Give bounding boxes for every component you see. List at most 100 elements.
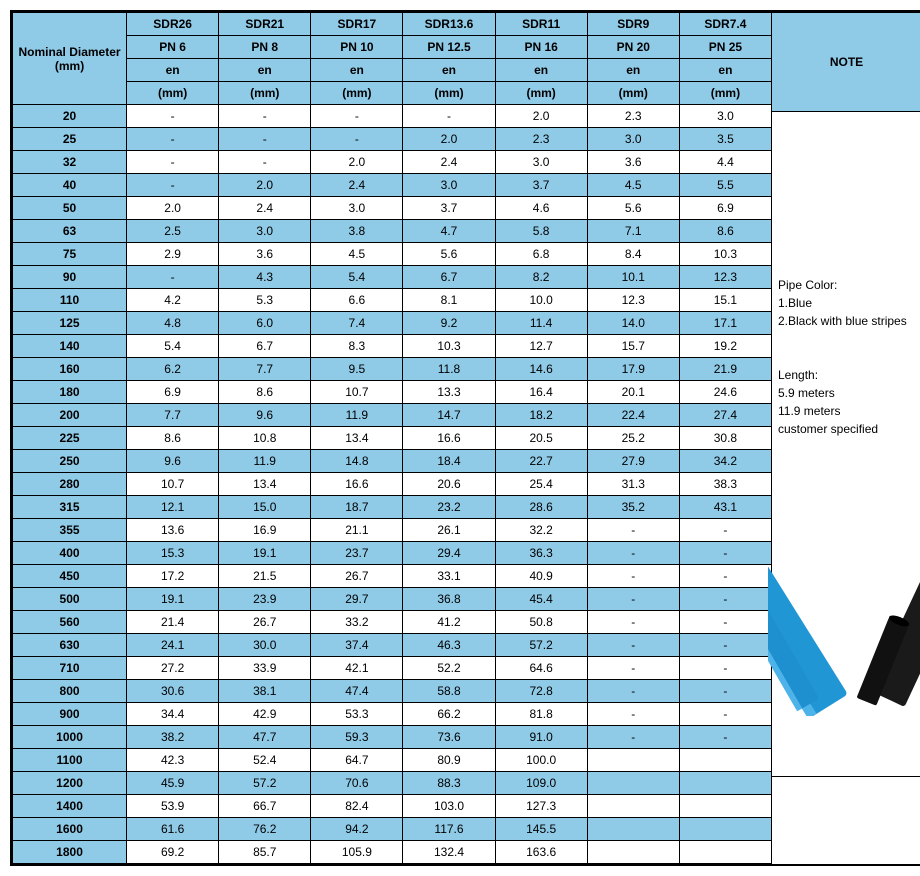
value-cell: 7.4 <box>311 312 403 335</box>
value-cell: 23.2 <box>403 496 495 519</box>
value-cell: 50.8 <box>495 611 587 634</box>
value-cell: 3.7 <box>403 197 495 220</box>
value-cell: 24.6 <box>679 381 771 404</box>
value-cell <box>587 841 679 864</box>
value-cell: 4.4 <box>679 151 771 174</box>
value-cell: 2.0 <box>495 105 587 128</box>
value-cell: 34.2 <box>679 450 771 473</box>
value-cell: 12.7 <box>495 335 587 358</box>
value-cell: - <box>219 105 311 128</box>
value-cell: 31.3 <box>587 473 679 496</box>
pipe-image <box>768 536 920 716</box>
value-cell: 3.0 <box>311 197 403 220</box>
table-row: 1254.86.07.49.211.414.017.1 <box>13 312 772 335</box>
en-header-3: en <box>403 59 495 82</box>
value-cell: 12.3 <box>587 289 679 312</box>
value-cell: 37.4 <box>311 634 403 657</box>
table-row: 40015.319.123.729.436.3-- <box>13 542 772 565</box>
table-row: 45017.221.526.733.140.9-- <box>13 565 772 588</box>
diameter-cell: 40 <box>13 174 127 197</box>
en-unit-3: (mm) <box>403 82 495 105</box>
en-header-0: en <box>127 59 219 82</box>
diameter-cell: 125 <box>13 312 127 335</box>
pn-header-5: PN 20 <box>587 36 679 59</box>
value-cell: - <box>679 542 771 565</box>
value-cell: 21.5 <box>219 565 311 588</box>
note-body: Pipe Color: 1.Blue 2.Black with blue str… <box>772 112 920 777</box>
note-line-7: customer specified <box>778 420 919 438</box>
value-cell: 25.4 <box>495 473 587 496</box>
value-cell: 27.4 <box>679 404 771 427</box>
diameter-cell: 63 <box>13 220 127 243</box>
diameter-cell: 1600 <box>13 818 127 841</box>
value-cell: 69.2 <box>127 841 219 864</box>
sdr-header-4: SDR11 <box>495 13 587 36</box>
value-cell: 2.0 <box>127 197 219 220</box>
value-cell: 4.2 <box>127 289 219 312</box>
diameter-cell: 1000 <box>13 726 127 749</box>
diameter-cell: 50 <box>13 197 127 220</box>
value-cell: 11.4 <box>495 312 587 335</box>
value-cell: 59.3 <box>311 726 403 749</box>
value-cell: 3.0 <box>679 105 771 128</box>
table-row: 2007.79.611.914.718.222.427.4 <box>13 404 772 427</box>
sdr-header-2: SDR17 <box>311 13 403 36</box>
value-cell: 5.6 <box>587 197 679 220</box>
diameter-cell: 250 <box>13 450 127 473</box>
value-cell: 2.3 <box>587 105 679 128</box>
value-cell <box>587 772 679 795</box>
value-cell: 16.6 <box>403 427 495 450</box>
value-cell: 36.8 <box>403 588 495 611</box>
value-cell: - <box>587 611 679 634</box>
value-cell: - <box>679 588 771 611</box>
diameter-cell: 280 <box>13 473 127 496</box>
value-cell: 42.3 <box>127 749 219 772</box>
table-row: 20----2.02.33.0 <box>13 105 772 128</box>
table-row: 1104.25.36.68.110.012.315.1 <box>13 289 772 312</box>
value-cell: 64.6 <box>495 657 587 680</box>
value-cell: 80.9 <box>403 749 495 772</box>
value-cell: 145.5 <box>495 818 587 841</box>
value-cell: - <box>679 680 771 703</box>
value-cell: 38.2 <box>127 726 219 749</box>
value-cell: 30.8 <box>679 427 771 450</box>
value-cell: - <box>679 519 771 542</box>
sdr-header-6: SDR7.4 <box>679 13 771 36</box>
value-cell: 6.8 <box>495 243 587 266</box>
table-row: 160061.676.294.2117.6145.5 <box>13 818 772 841</box>
value-cell: 72.8 <box>495 680 587 703</box>
value-cell: 8.6 <box>219 381 311 404</box>
en-header-5: en <box>587 59 679 82</box>
pipe-spec-table: Nominal Diameter (mm) SDR26 SDR21 SDR17 … <box>12 12 772 864</box>
value-cell: 52.2 <box>403 657 495 680</box>
value-cell: 22.7 <box>495 450 587 473</box>
value-cell: 3.0 <box>587 128 679 151</box>
value-cell: 23.7 <box>311 542 403 565</box>
value-cell: 27.9 <box>587 450 679 473</box>
value-cell: 2.0 <box>403 128 495 151</box>
value-cell: 2.9 <box>127 243 219 266</box>
value-cell: - <box>403 105 495 128</box>
table-row: 32--2.02.43.03.64.4 <box>13 151 772 174</box>
value-cell: 18.2 <box>495 404 587 427</box>
table-row: 80030.638.147.458.872.8-- <box>13 680 772 703</box>
value-cell: 12.3 <box>679 266 771 289</box>
value-cell: 26.7 <box>311 565 403 588</box>
value-cell: 6.9 <box>127 381 219 404</box>
value-cell: 91.0 <box>495 726 587 749</box>
table-row: 90-4.35.46.78.210.112.3 <box>13 266 772 289</box>
value-cell: - <box>679 634 771 657</box>
value-cell: 52.4 <box>219 749 311 772</box>
en-unit-0: (mm) <box>127 82 219 105</box>
diameter-cell: 400 <box>13 542 127 565</box>
value-cell: 57.2 <box>219 772 311 795</box>
value-cell: 7.7 <box>219 358 311 381</box>
value-cell: 45.4 <box>495 588 587 611</box>
pn-header-3: PN 12.5 <box>403 36 495 59</box>
table-row: 40-2.02.43.03.74.55.5 <box>13 174 772 197</box>
value-cell: 6.2 <box>127 358 219 381</box>
table-row: 1606.27.79.511.814.617.921.9 <box>13 358 772 381</box>
value-cell: 47.7 <box>219 726 311 749</box>
value-cell: - <box>587 634 679 657</box>
diameter-cell: 20 <box>13 105 127 128</box>
